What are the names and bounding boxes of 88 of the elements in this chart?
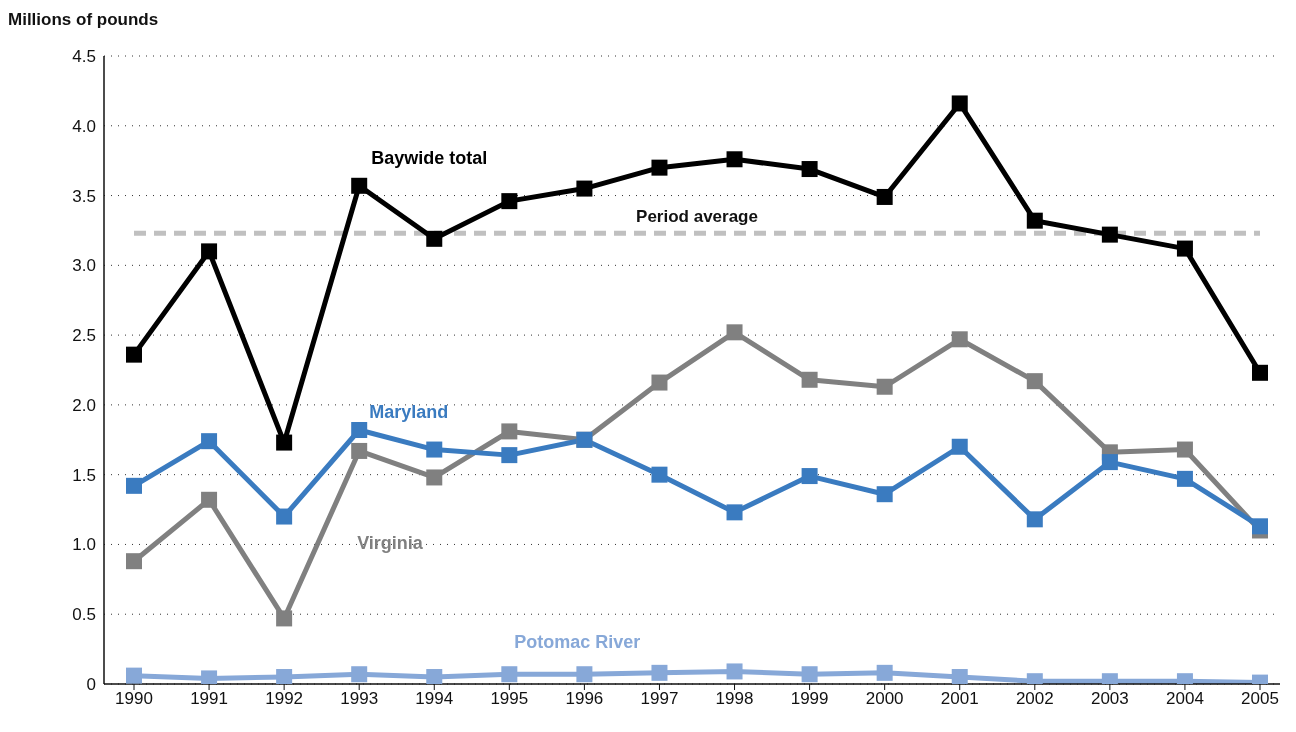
point <box>951 331 968 348</box>
x-tick-label: 1999 <box>790 689 829 709</box>
point <box>276 508 293 525</box>
point <box>126 346 142 363</box>
point <box>1176 470 1193 487</box>
point <box>576 180 593 197</box>
point <box>201 433 218 450</box>
y-tick-label: 4.5 <box>72 47 96 67</box>
point <box>1026 373 1043 390</box>
x-tick-label: 1994 <box>415 689 454 709</box>
point <box>351 666 368 683</box>
point <box>351 177 368 194</box>
point <box>1026 511 1043 528</box>
x-tick-label: 1993 <box>340 689 379 709</box>
point <box>801 161 818 178</box>
point <box>576 666 593 683</box>
y-axis-title: Millions of pounds <box>8 10 159 30</box>
x-tick-label: 2004 <box>1166 689 1204 709</box>
point <box>651 466 668 483</box>
point <box>801 371 818 388</box>
point <box>276 434 293 451</box>
y-tick-label: 3.5 <box>72 186 96 206</box>
point <box>126 553 142 570</box>
point <box>201 491 218 508</box>
point <box>876 188 893 205</box>
x-tick-label: 2002 <box>1015 689 1054 709</box>
point <box>1026 212 1043 229</box>
point <box>501 666 518 683</box>
point <box>1101 454 1118 471</box>
x-tick-label: 2005 <box>1241 689 1279 709</box>
x-tick-label: 1992 <box>265 689 304 709</box>
y-tick-label: 0.5 <box>72 605 96 625</box>
point <box>351 442 368 459</box>
y-tick-label: 3.0 <box>72 256 96 276</box>
point <box>951 669 968 684</box>
point <box>1101 226 1118 243</box>
series-label: Baywide total <box>371 147 488 168</box>
point <box>651 159 668 176</box>
point <box>426 230 443 247</box>
x-tick-label: 1991 <box>190 689 228 709</box>
x-tick-label: 2003 <box>1090 689 1129 709</box>
point <box>426 669 443 684</box>
point <box>276 669 293 684</box>
x-tick-label: 1995 <box>490 689 529 709</box>
point <box>501 193 518 210</box>
point <box>1176 441 1193 458</box>
y-tick-label: 2.5 <box>72 326 96 346</box>
point <box>126 477 142 494</box>
point <box>126 667 142 684</box>
x-tick-label: 1997 <box>640 689 679 709</box>
point <box>426 441 443 458</box>
point <box>951 438 968 455</box>
point <box>876 664 893 681</box>
x-tick-label: 1998 <box>715 689 754 709</box>
point <box>726 151 743 168</box>
point <box>501 447 518 464</box>
point <box>651 374 668 391</box>
point <box>801 666 818 683</box>
point <box>726 324 743 341</box>
y-tick-label: 0 <box>86 675 96 695</box>
y-tick-label: 1.5 <box>72 465 96 485</box>
series-label: Potomac River <box>514 632 641 653</box>
point <box>651 664 668 681</box>
y-tick-label: 1.0 <box>72 535 96 555</box>
series-label: Maryland <box>369 402 449 423</box>
x-tick-label: 1990 <box>115 689 153 709</box>
point <box>1252 518 1268 535</box>
point <box>1252 364 1268 381</box>
series-label: Virginia <box>357 532 424 553</box>
x-tick-label: 2000 <box>865 689 904 709</box>
point <box>501 423 518 440</box>
point <box>876 486 893 503</box>
x-tick-label: 1996 <box>565 689 604 709</box>
point <box>801 468 818 485</box>
y-tick-label: 4.0 <box>72 116 96 136</box>
x-tick-label: 2001 <box>940 689 979 709</box>
point <box>201 670 218 684</box>
point <box>726 663 743 680</box>
point <box>201 243 218 260</box>
point <box>426 469 443 486</box>
point <box>726 504 743 521</box>
ref-line-label: Period average <box>636 207 758 227</box>
y-tick-label: 2.0 <box>72 395 96 415</box>
point <box>1176 240 1193 257</box>
point <box>951 95 968 112</box>
point <box>876 378 893 395</box>
point <box>276 610 293 627</box>
point <box>351 422 368 439</box>
